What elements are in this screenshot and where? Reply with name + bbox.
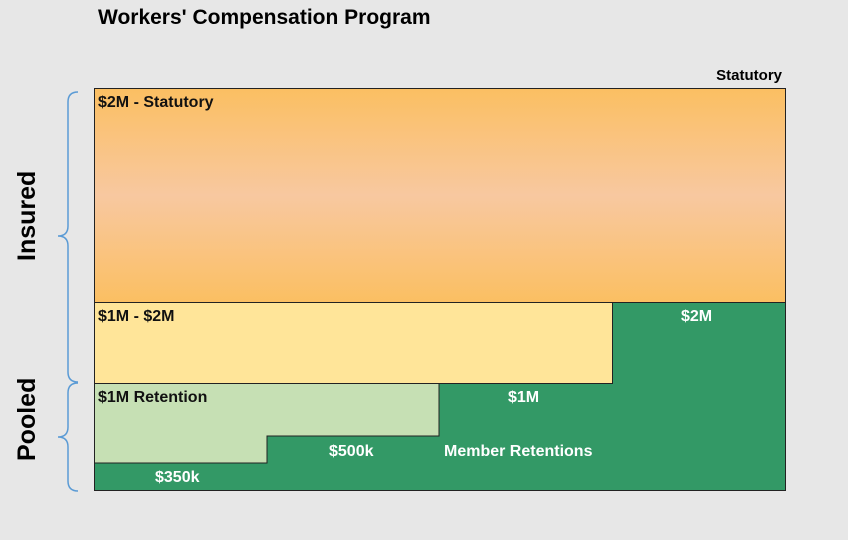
pooled-bracket	[57, 382, 79, 492]
retention-layer	[94, 383, 440, 464]
step-2m-label: $2M	[681, 308, 713, 325]
pooled-side-label: Pooled	[13, 377, 41, 461]
diagram-title: Workers' Compensation Program	[98, 6, 431, 29]
one-to-two-layer-label: $1M - $2M	[98, 308, 175, 325]
step-1m-label: $1M	[508, 389, 540, 406]
statutory-top-label: Statutory	[716, 67, 782, 84]
statutory-layer-label: $2M - Statutory	[98, 94, 214, 111]
step-350k-label: $350k	[155, 469, 200, 486]
insured-bracket	[57, 91, 79, 383]
step-500k-label: $500k	[329, 443, 374, 460]
statutory-layer	[94, 88, 786, 303]
member-retentions-label: Member Retentions	[444, 443, 593, 460]
insured-side-label: Insured	[13, 170, 41, 261]
retention-layer-label: $1M Retention	[98, 389, 208, 406]
